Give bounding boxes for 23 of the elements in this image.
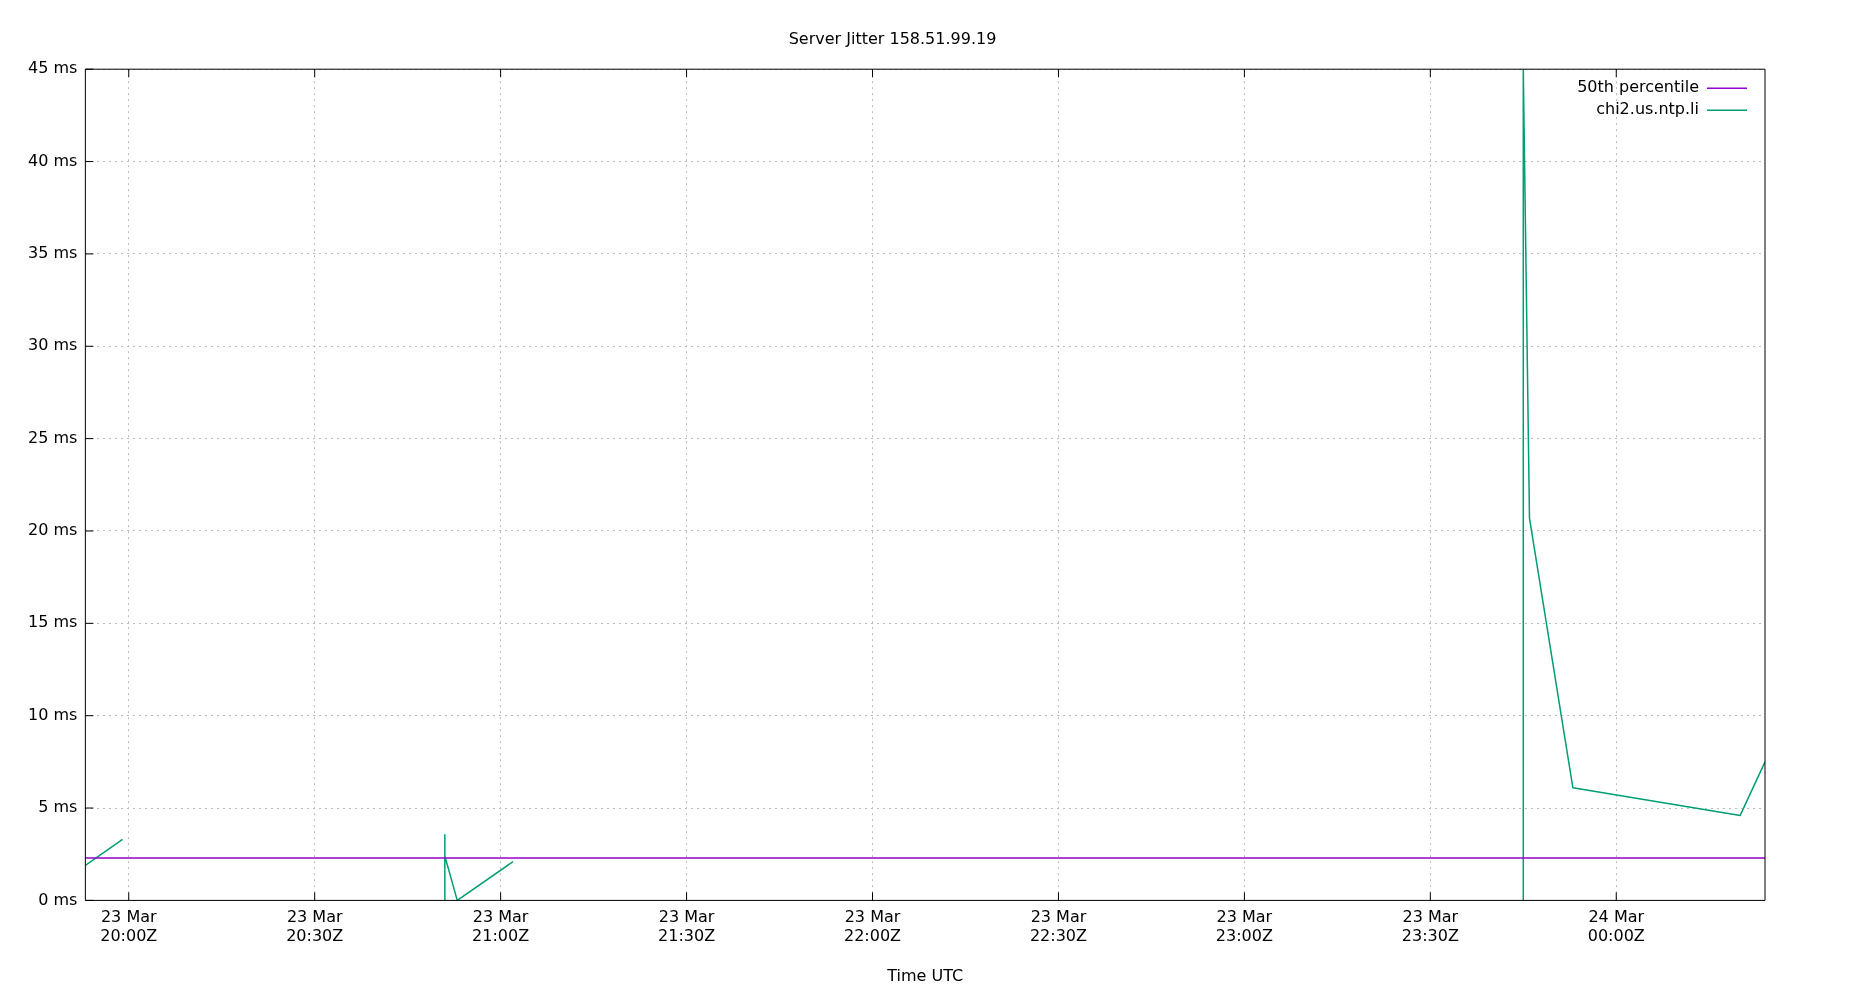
y-tick-label: 10 ms: [27, 704, 78, 724]
x-tick-label: 23 Mar 20:00Z: [100, 907, 158, 946]
x-tick-label: 23 Mar 22:30Z: [1029, 907, 1088, 946]
x-axis-title: Time UTC: [886, 965, 964, 985]
y-tick-label: 5 ms: [38, 797, 78, 817]
y-tick-label: 0 ms: [38, 889, 78, 909]
x-tick-label: 23 Mar 21:30Z: [658, 907, 716, 946]
chart-title: Server Jitter 158.51.99.19: [788, 28, 997, 48]
y-tick-label: 25 ms: [27, 427, 78, 447]
y-tick-label: 45 ms: [27, 58, 78, 78]
y-tick-label: 20 ms: [27, 520, 78, 540]
legend-label: chi2.us.ntp.li: [1596, 99, 1699, 119]
y-tick-label: 15 ms: [27, 612, 78, 632]
x-tick-label: 23 Mar 20:30Z: [286, 907, 344, 946]
x-tick-label: 23 Mar 23:00Z: [1215, 907, 1273, 946]
legend-label: 50th percentile: [1577, 77, 1699, 97]
x-tick-label: 23 Mar 21:00Z: [472, 907, 530, 946]
x-tick-label: 24 Mar 00:00Z: [1587, 907, 1645, 946]
x-tick-label: 23 Mar 22:00Z: [843, 907, 902, 946]
x-tick-label: 23 Mar 23:30Z: [1401, 907, 1459, 946]
y-tick-label: 30 ms: [27, 335, 78, 355]
y-tick-label: 40 ms: [27, 150, 78, 170]
y-tick-label: 35 ms: [27, 243, 78, 263]
